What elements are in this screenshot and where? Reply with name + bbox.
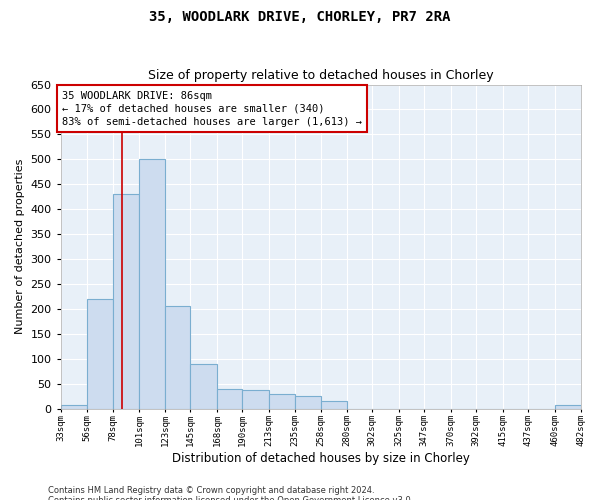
Title: Size of property relative to detached houses in Chorley: Size of property relative to detached ho… (148, 69, 493, 82)
Bar (139, 160, 165, 408)
Bar (165, 306, 190, 408)
Bar (269, 394, 295, 408)
Bar (113, 194, 139, 408)
Bar (555, 405, 581, 408)
X-axis label: Distribution of detached houses by size in Chorley: Distribution of detached houses by size … (172, 452, 470, 465)
Bar (295, 396, 321, 408)
Y-axis label: Number of detached properties: Number of detached properties (15, 159, 25, 334)
Text: 35, WOODLARK DRIVE, CHORLEY, PR7 2RA: 35, WOODLARK DRIVE, CHORLEY, PR7 2RA (149, 10, 451, 24)
Bar (217, 388, 242, 408)
Bar (61, 404, 88, 408)
Text: Contains HM Land Registry data © Crown copyright and database right 2024.: Contains HM Land Registry data © Crown c… (48, 486, 374, 495)
Text: 35 WOODLARK DRIVE: 86sqm
← 17% of detached houses are smaller (340)
83% of semi-: 35 WOODLARK DRIVE: 86sqm ← 17% of detach… (62, 90, 362, 127)
Bar (242, 390, 269, 408)
Bar (190, 364, 217, 408)
Bar (321, 401, 347, 408)
Bar (88, 299, 113, 408)
Text: Contains public sector information licensed under the Open Government Licence v3: Contains public sector information licen… (48, 496, 413, 500)
